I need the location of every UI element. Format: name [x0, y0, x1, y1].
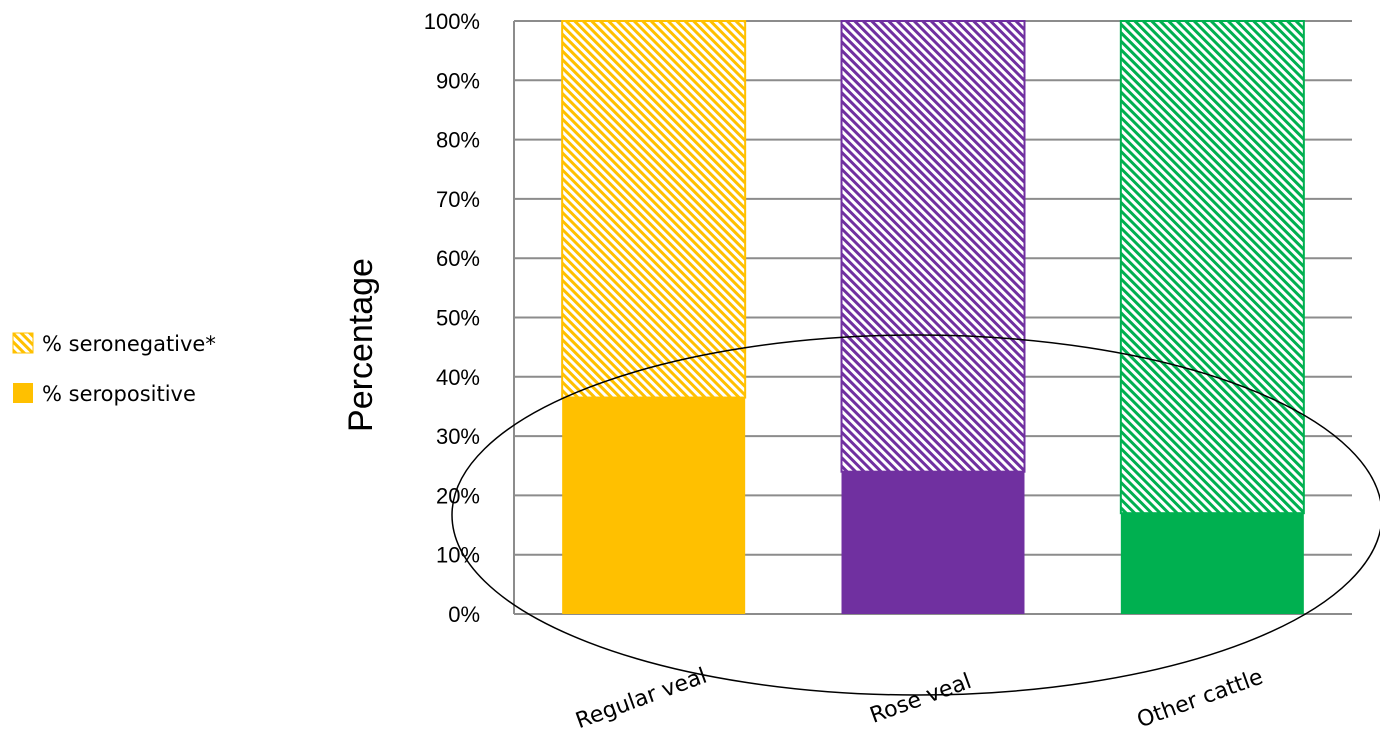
- bar-rose-veal-seronegative: [840, 20, 1026, 473]
- y-tick-label: 50%: [436, 306, 480, 331]
- y-tick-label: 90%: [436, 68, 480, 93]
- x-tick-label: Regular veal: [573, 664, 711, 735]
- highlight-ellipse: [451, 334, 1380, 696]
- bar-regular-veal-seronegative: [561, 20, 747, 399]
- y-tick-label: 30%: [436, 424, 480, 449]
- x-tick-label: Rose veal: [867, 669, 975, 729]
- y-tick-label: 70%: [436, 187, 480, 212]
- bar-rose-veal-seropositive: [841, 471, 1025, 614]
- y-tick-label: 100%: [424, 9, 480, 34]
- x-tick-label: Other cattle: [1134, 665, 1267, 734]
- y-tick-label: 80%: [436, 128, 480, 153]
- y-tick-label: 40%: [436, 365, 480, 390]
- legend-label: % seronegative*: [42, 332, 216, 356]
- y-axis: 0%10%20%30%40%50%60%70%80%90%100%: [424, 9, 515, 627]
- legend: % seronegative* % seropositive: [12, 332, 216, 406]
- bar-other-cattle-seronegative: [1119, 20, 1305, 515]
- y-tick-label: 60%: [436, 246, 480, 271]
- legend-swatch-seropositive: [13, 383, 33, 403]
- bars: [561, 20, 1305, 614]
- y-axis-label: Percentage: [342, 258, 380, 432]
- legend-swatch-seronegative: [12, 332, 34, 354]
- x-axis: Regular veal Rose veal Other cattle: [573, 664, 1267, 735]
- bar-other-cattle-seropositive: [1120, 513, 1304, 614]
- bar-regular-veal-seropositive: [562, 397, 746, 614]
- legend-label: % seropositive: [42, 382, 196, 406]
- y-tick-label: 0%: [448, 602, 480, 627]
- y-tick-label: 10%: [436, 543, 480, 568]
